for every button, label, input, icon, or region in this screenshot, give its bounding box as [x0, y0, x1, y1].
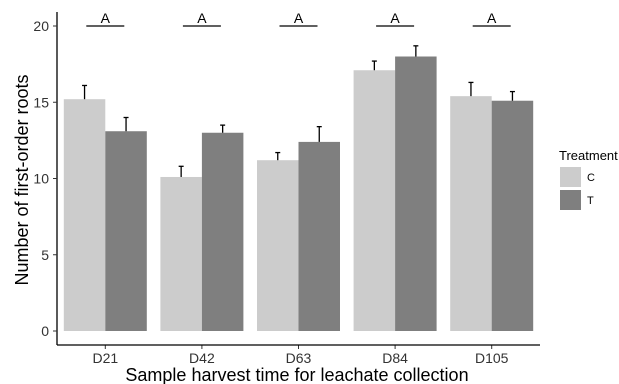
error-bars-layer [82, 45, 515, 177]
legend: Treatment CT [559, 148, 618, 210]
bar-d105-c [450, 96, 492, 332]
legend-label-t: T [587, 195, 594, 207]
y-tick-label-5: 5 [41, 247, 49, 263]
significance-letter-d42: A [197, 10, 207, 26]
bar-d21-t [105, 131, 147, 331]
legend-key-t [560, 190, 581, 210]
bar-d105-t [491, 100, 534, 331]
bar-d84-t [395, 56, 437, 331]
y-tick-label-20: 20 [33, 18, 49, 34]
y-tick-label-15: 15 [33, 94, 49, 110]
y-axis-title: Number of first-order roots [12, 74, 32, 285]
significance-letter-d21: A [101, 10, 111, 26]
x-tick-label-d63: D63 [286, 350, 312, 366]
x-axis-title: Sample harvest time for leachate collect… [125, 365, 468, 384]
bar-d42-t [201, 132, 244, 331]
significance-letter-d105: A [487, 10, 497, 26]
x-tick-label-d42: D42 [189, 350, 215, 366]
bar-d63-t [298, 141, 340, 331]
bar-d21-c [63, 99, 106, 331]
y-tick-label-10: 10 [33, 171, 49, 187]
x-axis: D21 D42 D63 D84 D105 [57, 344, 540, 366]
significance-letter-d63: A [294, 10, 304, 26]
bars-layer [63, 56, 534, 332]
bar-d84-c [353, 70, 396, 331]
legend-label-c: C [587, 172, 595, 184]
legend-key-c [560, 167, 581, 187]
significance-letter-d84: A [390, 10, 400, 26]
x-tick-label-d21: D21 [92, 350, 118, 366]
x-tick-label-d84: D84 [382, 350, 408, 366]
y-axis: 0 5 10 15 20 [33, 12, 58, 345]
legend-title: Treatment [559, 148, 618, 163]
y-tick-label-0: 0 [41, 323, 49, 339]
bar-d63-c [257, 160, 299, 331]
bar-d42-c [160, 176, 202, 331]
x-tick-label-d105: D105 [475, 350, 509, 366]
